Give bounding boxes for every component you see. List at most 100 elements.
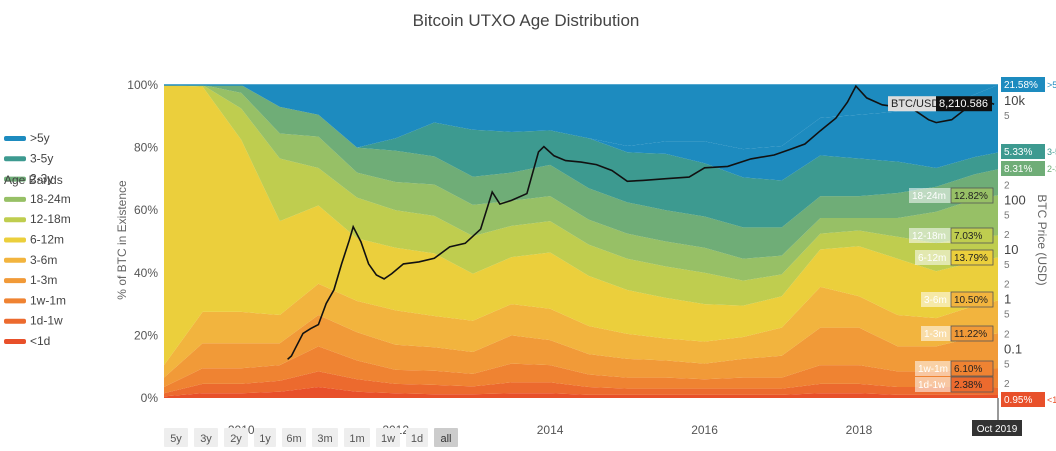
area-gt5y xyxy=(164,85,998,181)
legend-item-1-3m[interactable]: 1-3m xyxy=(30,273,57,287)
value-tag-value: 2.38% xyxy=(954,380,982,391)
legend-swatch xyxy=(4,318,26,324)
legend-item-2-3y[interactable]: 2-3y xyxy=(30,172,53,186)
value-tag-value: 5.33% xyxy=(1004,147,1032,158)
right-major-tick-label: 1 xyxy=(1004,292,1011,307)
range-button-label: all xyxy=(440,433,451,445)
legend: >5y 3-5y 2-3y 18-24m 12-18m 6-12m 3-6m 1-3m 1w-1… xyxy=(4,131,71,348)
value-tag-label: >5y xyxy=(1047,80,1056,90)
cursor-label-box xyxy=(972,420,1022,436)
range-button-3y[interactable]: 3y xyxy=(194,428,218,447)
right-minor-tick-label: 5 xyxy=(1004,111,1010,122)
legend-item-lt1d[interactable]: <1d xyxy=(30,334,50,348)
range-button-label: 3m xyxy=(317,433,332,445)
range-button-label: 1w xyxy=(381,433,395,445)
value-tag-value: 13.79% xyxy=(954,253,988,264)
legend-item-gt5y[interactable]: >5y xyxy=(30,131,50,145)
left-tick-label: 100% xyxy=(127,78,158,92)
right-minor-tick-label: 5 xyxy=(1004,359,1010,370)
value-tag-12-18m: 12-18m 7.03% xyxy=(909,227,994,244)
range-button-2y[interactable]: 2y xyxy=(224,428,248,447)
area-remainder xyxy=(164,85,998,150)
right-axis-title: BTC Price (USD) xyxy=(1035,194,1049,285)
range-button-label: 1y xyxy=(259,433,271,445)
range-button-label: 3y xyxy=(200,433,212,445)
legend-swatch xyxy=(4,136,26,141)
legend-item-18-24m[interactable]: 18-24m xyxy=(30,192,71,206)
value-tag-label: 1d-1w xyxy=(918,380,946,391)
legend-item-1w-1m[interactable]: 1w-1m xyxy=(30,293,66,307)
legend-swatch xyxy=(4,217,26,223)
range-button-all[interactable]: all xyxy=(434,428,458,447)
value-tags: 21.58%>5y5.33%3-5y8.31%2-3y18-24m12.82%1… xyxy=(909,77,1056,407)
value-tag-value: 10.50% xyxy=(954,295,988,306)
value-tag-label: 1w-1m xyxy=(918,364,948,375)
value-tag-value: 21.58% xyxy=(1004,80,1038,91)
value-tag-label: 2-3y xyxy=(1047,164,1056,174)
right-minor-tick-label: 2 xyxy=(1004,379,1010,390)
range-button-1y[interactable]: 1y xyxy=(254,428,276,447)
value-tag-6-12m: 6-12m 13.79% xyxy=(915,249,994,266)
legend-swatch xyxy=(4,257,26,263)
x-axis: 20102012201420162018Oct 2019 xyxy=(228,398,1022,437)
range-button-6m[interactable]: 6m xyxy=(282,428,306,447)
value-tag-label: 12-18m xyxy=(912,231,946,242)
right-major-tick-label: 10 xyxy=(1004,242,1018,257)
right-minor-tick-label: 2 xyxy=(1004,329,1010,340)
right-minor-tick-label: 2 xyxy=(1004,180,1010,191)
area-1d-1w xyxy=(164,371,998,397)
right-major-tick-label: 10k xyxy=(1004,93,1025,108)
area-12m-18m xyxy=(164,85,998,306)
right-minor-tick-label: 5 xyxy=(1004,260,1010,271)
area-6m-12m xyxy=(164,85,998,366)
right-major-tick-label: 0.1 xyxy=(1004,341,1022,356)
value-tag-label: 18-24m xyxy=(912,191,946,202)
btc-price-line xyxy=(287,84,995,360)
stacked-area-plot xyxy=(164,84,998,398)
value-tag-1-3m: 1-3m 11.22% xyxy=(921,325,994,342)
value-tag-3-6m: 3-6m 10.50% xyxy=(921,291,994,308)
left-axis: 0% 20% 40% 60% 80% 100% xyxy=(127,78,158,405)
legend-title: Age Bands xyxy=(4,173,63,187)
value-tag-1w-1m: 1w-1m 6.10% xyxy=(915,360,994,377)
value-tag-2-3y: 8.31% 2-3y xyxy=(1001,161,1056,176)
range-button-label: 6m xyxy=(286,433,301,445)
value-tag-value: 7.03% xyxy=(954,231,982,242)
x-tick-label: 2014 xyxy=(537,423,564,437)
legend-item-12-18m[interactable]: 12-18m xyxy=(30,212,71,226)
x-tick-label: 2018 xyxy=(846,423,873,437)
value-tag-value: 6.10% xyxy=(954,364,982,375)
value-tag-value: 0.95% xyxy=(1004,395,1032,406)
price-series-name: BTC/USD xyxy=(891,98,939,110)
range-button-label: 2y xyxy=(230,433,242,445)
price-current-value: 8,210.586 xyxy=(939,98,988,110)
area-1m-3m xyxy=(164,315,998,388)
legend-item-1d-1w[interactable]: 1d-1w xyxy=(30,314,63,328)
legend-item-6-12m[interactable]: 6-12m xyxy=(30,233,64,247)
range-button-5y[interactable]: 5y xyxy=(164,428,188,447)
value-tag-3-5y: 5.33% 3-5y xyxy=(1001,144,1056,159)
range-button-1m[interactable]: 1m xyxy=(344,428,370,447)
value-tag-label: 3-6m xyxy=(924,295,947,306)
value-tag-label: 1-3m xyxy=(924,329,947,340)
range-button-label: 5y xyxy=(170,433,182,445)
legend-item-3-5y[interactable]: 3-5y xyxy=(30,151,53,165)
right-minor-tick-label: 5 xyxy=(1004,210,1010,221)
left-axis-title: % of BTC in Existence xyxy=(115,180,129,300)
legend-item-3-6m[interactable]: 3-6m xyxy=(30,253,57,267)
value-tag-label: 6-12m xyxy=(918,253,946,264)
right-minor-tick-label: 2 xyxy=(1004,280,1010,291)
area-3m-6m xyxy=(164,283,998,378)
range-button-1d[interactable]: 1d xyxy=(406,428,428,447)
range-button-1w[interactable]: 1w xyxy=(376,428,400,447)
cursor-date-label: Oct 2019 xyxy=(977,424,1018,435)
left-tick-label: 20% xyxy=(134,328,158,342)
value-tag-lt1d: 0.95% <1d xyxy=(1001,392,1056,407)
range-button-3m[interactable]: 3m xyxy=(312,428,338,447)
x-tick-label: 2016 xyxy=(691,423,718,437)
range-button-label: 1m xyxy=(349,433,364,445)
value-tag-18-24m: 18-24m 12.82% xyxy=(909,187,994,204)
legend-swatch xyxy=(4,298,26,304)
price-value-box xyxy=(936,96,992,112)
